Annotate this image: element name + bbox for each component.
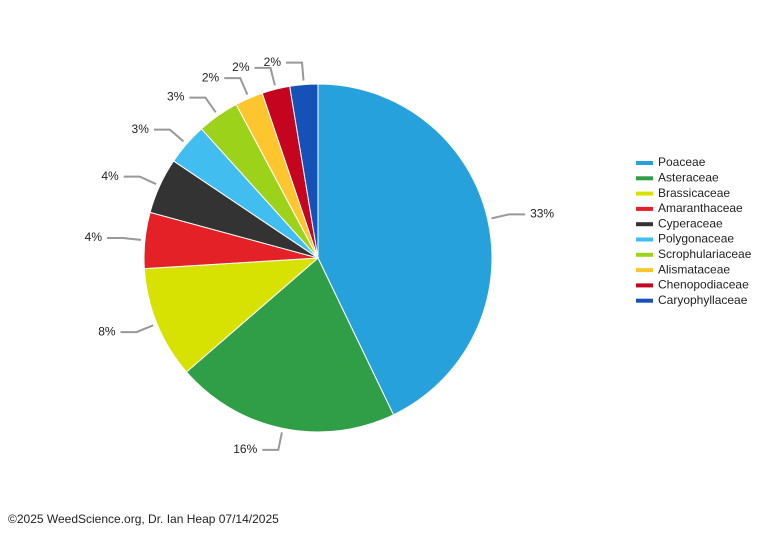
data-label: 2% [202,70,220,84]
data-label: 2% [264,55,282,69]
legend-swatch [636,176,653,181]
legend-swatch [636,252,653,257]
data-label: 2% [232,60,250,74]
legend-label: Amaranthaceae [658,201,743,215]
pie-slice [185,257,395,433]
leader-line [491,213,526,220]
legend-swatch [636,268,653,273]
legend-label: Alismataceae [658,262,730,276]
legend-swatch [636,161,653,165]
legend-swatch [636,191,653,196]
leader-line [254,66,276,86]
legend-label: Chenopodiaceae [658,278,749,292]
leader-line [224,77,249,96]
leader-line [262,432,283,451]
legend-label: Scrophulariaceae [658,247,752,261]
data-label: 16% [233,442,257,456]
footer: ©2025 WeedScience.org, Dr. Ian Heap 07/1… [8,512,279,526]
data-label: 3% [132,122,150,136]
pie-slice [143,257,320,373]
legend-label: Caryophyllaceae [658,293,748,307]
data-label: 4% [101,169,119,183]
leader-line [189,96,217,113]
legend-label: Poaceae [658,155,706,169]
legend-swatch [636,206,653,211]
pie-slice [317,83,493,416]
legend-label: Asteraceae [658,170,719,184]
data-label: 4% [85,230,103,244]
legend-swatch [636,283,653,288]
leader-line [107,237,142,241]
legend-label: Cyperaceae [658,216,723,230]
legend-label: Polygonaceae [658,232,734,246]
leader-line [120,324,154,334]
legend-swatch [636,237,653,242]
data-label: 33% [530,207,554,221]
leader-line [286,61,305,81]
legend-swatch [636,298,653,303]
legend-swatch [636,222,653,227]
data-label: 8% [98,324,116,338]
pie-slice [289,83,319,259]
leader-line [153,128,185,143]
leader-line [123,175,157,185]
data-label: 3% [167,90,185,104]
legend-label: Brassicaceae [658,186,730,200]
